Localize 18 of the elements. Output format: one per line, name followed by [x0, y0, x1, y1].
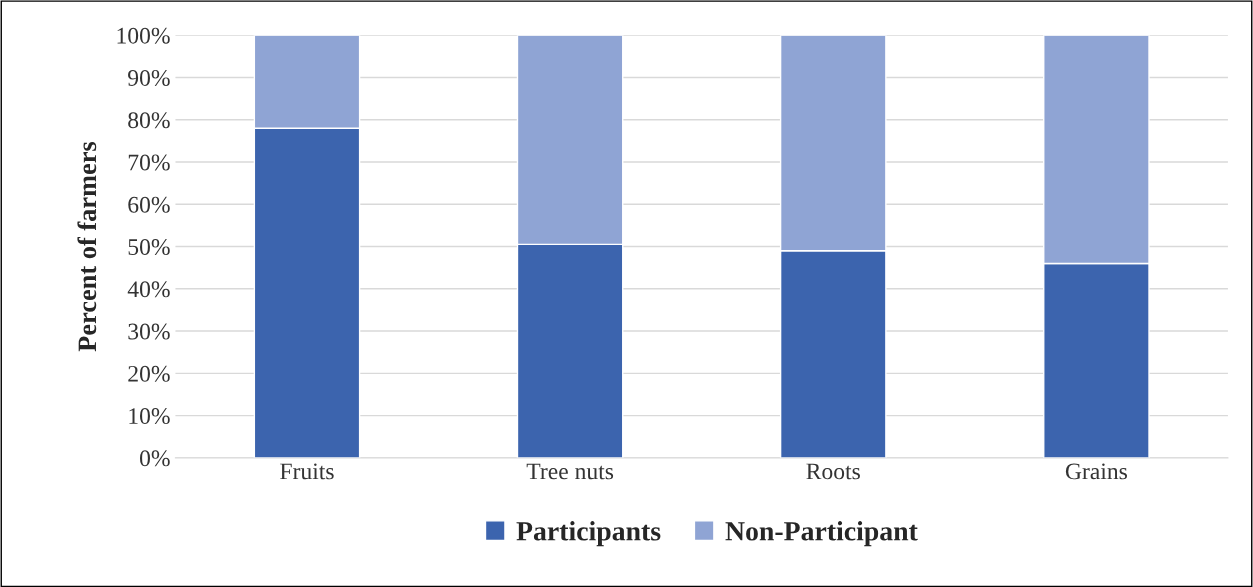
x-tick-label: Tree nuts — [526, 463, 614, 480]
y-tick-label: 20% — [128, 365, 170, 382]
y-tick-label: 90% — [128, 69, 170, 86]
legend-label: Participants — [516, 521, 661, 547]
y-tick-label: 100% — [117, 27, 170, 44]
y-tick-label: 70% — [128, 154, 170, 171]
x-tick-label: Fruits — [280, 463, 334, 480]
legend-label: Non-Participant — [725, 521, 918, 547]
y-axis-title: Percent of farmers — [77, 141, 97, 352]
y-tick-label: 30% — [128, 323, 170, 340]
x-tick-label: Roots — [806, 463, 860, 480]
x-tick-label: Grains — [1065, 463, 1127, 480]
y-tick-label: 40% — [127, 281, 170, 298]
y-tick-label: 10% — [129, 408, 170, 425]
y-tick-label: 60% — [128, 196, 170, 213]
y-tick-label: 0% — [139, 450, 170, 467]
y-tick-label: 80% — [128, 112, 170, 129]
y-tick-label: 50% — [128, 239, 170, 256]
